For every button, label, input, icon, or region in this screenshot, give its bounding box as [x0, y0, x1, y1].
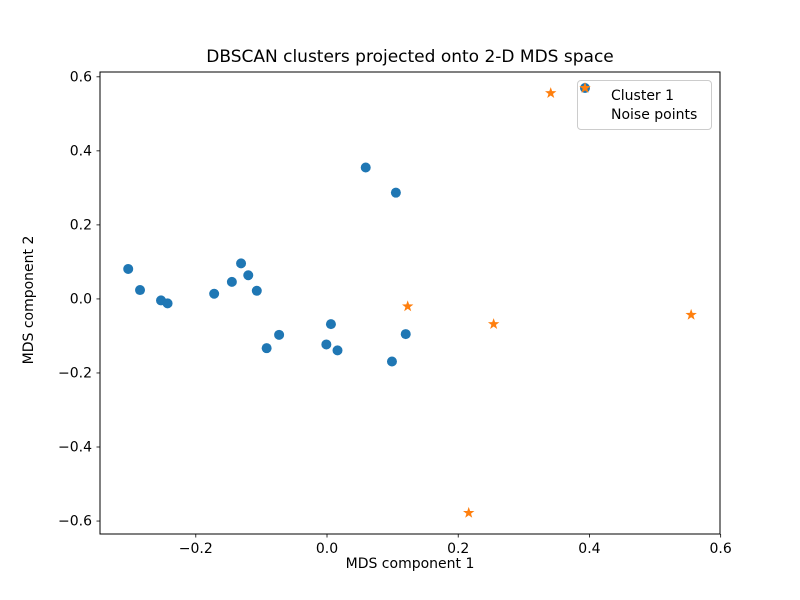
- x-tick-label: −0.2: [179, 541, 213, 557]
- data-point-circle: [321, 339, 332, 350]
- data-point-circle: [274, 329, 285, 340]
- legend: Cluster 1 Noise points: [577, 80, 712, 130]
- y-axis-ticks: −0.6 −0.4 −0.2 0.0 0.2 0.4 0.6: [58, 69, 100, 530]
- legend-entry-noise: Noise points: [579, 82, 711, 124]
- data-point-circle: [400, 329, 411, 340]
- series-cluster-1: [123, 162, 411, 367]
- data-point-circle: [162, 298, 173, 309]
- data-point-star: [402, 300, 414, 312]
- data-point-circle: [261, 343, 272, 354]
- y-tick-label: 0.6: [70, 69, 92, 85]
- y-tick-label: 0.0: [70, 291, 92, 307]
- x-axis-label: MDS component 1: [345, 556, 475, 572]
- data-point-star: [685, 308, 697, 320]
- noise-marker-glyph: [579, 82, 591, 93]
- chart-title: DBSCAN clusters projected onto 2-D MDS s…: [206, 47, 614, 67]
- data-point-circle: [209, 288, 220, 299]
- axes-spines: [99, 71, 721, 535]
- data-point-circle: [135, 285, 146, 296]
- data-point-star: [545, 87, 557, 98]
- data-point-circle: [332, 345, 343, 356]
- y-tick-label: −0.4: [58, 440, 92, 456]
- x-axis-ticks: −0.2 0.0 0.2 0.4 0.6: [179, 534, 732, 557]
- data-point-circle: [236, 258, 247, 269]
- y-tick-label: −0.2: [58, 365, 92, 381]
- legend-label-noise: Noise points: [611, 106, 698, 123]
- data-point-circle: [123, 263, 134, 274]
- data-point-circle: [243, 270, 254, 281]
- series-noise-points: [402, 87, 697, 518]
- data-point-star: [463, 506, 475, 518]
- y-tick-label: 0.2: [70, 217, 92, 233]
- data-point-star: [487, 318, 500, 329]
- legend-entry-cluster1: Cluster 1: [580, 83, 711, 105]
- x-tick-label: 0.0: [316, 541, 338, 557]
- y-tick-label: −0.6: [58, 514, 92, 530]
- data-point-circle: [386, 356, 397, 367]
- data-point-circle: [360, 162, 371, 173]
- y-tick-label: 0.4: [70, 143, 92, 159]
- data-point-circle: [325, 319, 336, 330]
- x-tick-label: 0.4: [578, 541, 600, 557]
- data-point-circle: [390, 187, 401, 198]
- y-axis-label: MDS component 2: [21, 235, 37, 365]
- legend-label-cluster1: Cluster 1: [611, 87, 675, 104]
- x-tick-label: 0.2: [447, 541, 469, 557]
- data-point-circle: [226, 276, 237, 287]
- x-tick-label: 0.6: [710, 541, 732, 557]
- data-point-circle: [251, 285, 262, 296]
